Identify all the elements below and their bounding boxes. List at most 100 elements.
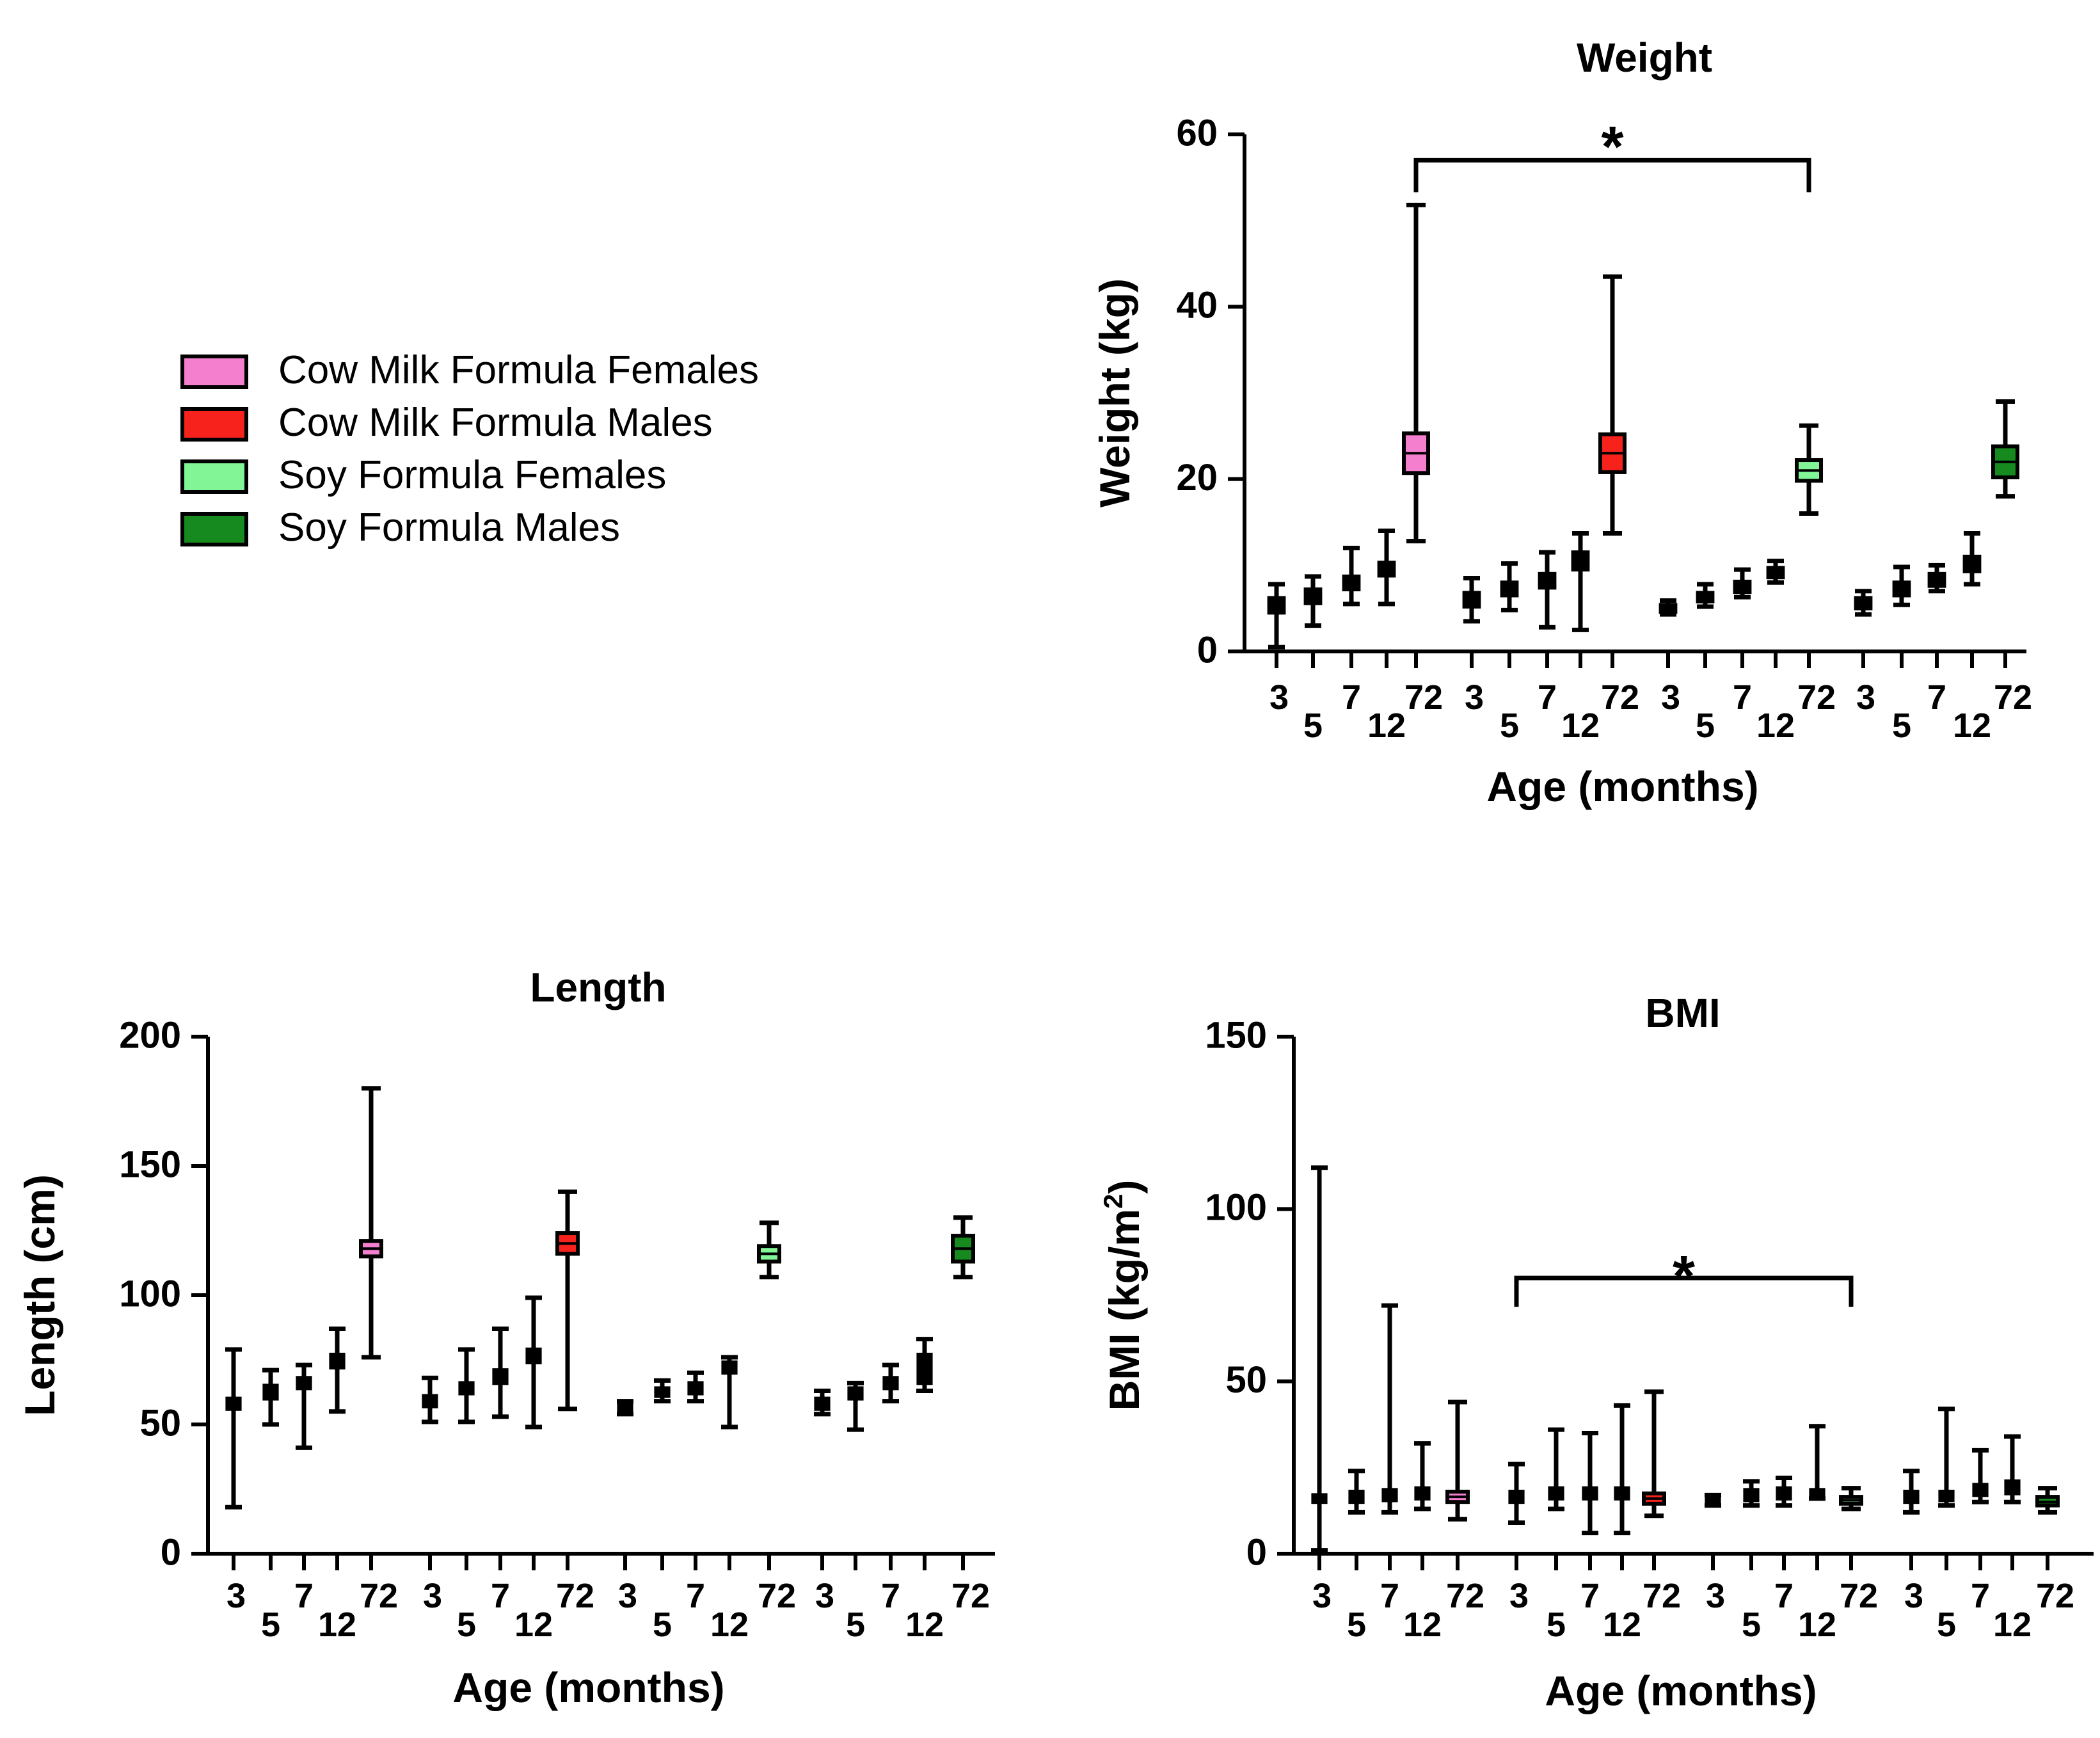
box-plot-soy-formula-males-12 [1962,531,1982,587]
x-tick-label: 72 [1994,678,2032,717]
box-plot-cow-milk-formula-females-12 [1377,528,1396,607]
x-tick-label: 5 [1892,706,1911,745]
y-tick-label: 100 [1205,1187,1267,1229]
y-axis-label-text: Length (cm) [16,1174,63,1416]
x-tick-label: 3 [1465,678,1484,717]
x-tick-label: 7 [1774,1577,1794,1615]
x-tick-label: 7 [881,1577,900,1615]
x-tick-label: 5 [1547,1606,1566,1644]
y-tick-label: 200 [119,1014,181,1056]
x-tick-label: 3 [1661,678,1680,717]
box-plot-cow-milk-formula-males-3 [1508,1462,1525,1526]
x-tick-label: 3 [1509,1577,1529,1615]
x-tick-label: 3 [1904,1577,1923,1615]
box-plot-soy-formula-females-5 [654,1378,671,1404]
x-tick-label: 72 [1840,1577,1878,1615]
y-axis-label-tail: ) [1101,1180,1148,1194]
box-plot-soy-formula-females-5 [1696,582,1715,609]
x-tick-label: 72 [951,1577,990,1615]
chart-title: Length [530,964,666,1010]
legend-item: Cow Milk Formula Males [180,401,713,445]
y-axis-label: Weight (kg) [1091,278,1138,507]
legend: Cow Milk Formula Females Cow Milk Formula… [180,348,759,550]
x-tick-label: 7 [1342,678,1361,717]
x-tick-label: 72 [1404,678,1443,717]
x-tick-label: 5 [1937,1606,1956,1644]
legend-swatch [180,407,248,442]
box-plot-soy-formula-males-5 [1938,1407,1955,1508]
box-plot-soy-formula-females-72 [1795,423,1823,516]
box-plot-soy-formula-males-3 [1903,1469,1920,1515]
x-tick-label: 5 [653,1606,672,1644]
box-plot-cow-milk-formula-females-5 [1348,1469,1365,1515]
y-tick-label: 20 [1176,457,1218,498]
x-tick-label: 12 [1953,706,1991,745]
box-plot-soy-formula-females-3 [617,1399,633,1417]
x-tick-label: 3 [423,1577,442,1615]
box-plot-soy-formula-females-12 [1766,559,1785,585]
x-tick-label: 12 [905,1606,944,1644]
y-axis-label-text: BMI (kg/m [1101,1209,1148,1410]
x-tick-label: 72 [758,1577,796,1615]
significance-marker: * [1673,1245,1695,1309]
x-tick-label: 3 [227,1577,246,1615]
y-axis-label: BMI (kg/m2) [1098,1180,1148,1411]
box [1267,596,1286,615]
box [262,1383,279,1401]
legend-label: Soy Formula Females [278,453,666,497]
box-plot-cow-milk-formula-males-72 [555,1189,580,1412]
box-plot-cow-milk-formula-males-3 [422,1375,438,1424]
x-axis-label: Age (months) [452,1664,724,1711]
box-plot-cow-milk-formula-males-7 [1538,550,1557,630]
x-axis-label: Age (months) [1545,1667,1817,1714]
x-tick-label: 12 [1993,1606,2032,1644]
box-plot-soy-formula-females-12 [721,1355,738,1430]
chart-title: BMI [1645,990,1720,1036]
y-tick-label: 60 [1176,112,1218,154]
box-plot-cow-milk-formula-females-3 [225,1347,242,1510]
significance-marker: * [1601,115,1623,179]
box-plot-cow-milk-formula-males-12 [1571,531,1590,632]
box-plot-cow-milk-formula-males-12 [525,1295,542,1430]
x-tick-label: 12 [1756,706,1795,745]
box-plot-soy-formula-males-5 [847,1380,864,1432]
box [525,1347,542,1365]
x-tick-label: 12 [318,1606,356,1644]
x-tick-label: 72 [360,1577,398,1615]
x-axis-label: Age (months) [1486,763,1758,810]
x-tick-label: 5 [1696,706,1715,745]
box-plot-cow-milk-formula-females-12 [329,1327,346,1414]
box-plot-soy-formula-females-72 [1839,1486,1863,1511]
x-tick-label: 3 [815,1577,834,1615]
box-plot-soy-formula-males-12 [916,1337,933,1393]
x-tick-label: 72 [1643,1577,1681,1615]
box-plot-cow-milk-formula-females-72 [1445,1399,1470,1522]
x-tick-label: 12 [1403,1606,1442,1644]
box-plot-cow-milk-formula-males-12 [1614,1403,1630,1536]
x-tick-label: 12 [514,1606,553,1644]
legend-swatch [180,512,248,546]
box-plot-soy-formula-females-12 [1809,1424,1826,1501]
y-tick-label: 0 [1197,629,1218,671]
x-tick-label: 72 [1446,1577,1484,1615]
box-plot-cow-milk-formula-males-5 [1548,1427,1564,1511]
box-plot-soy-formula-females-7 [687,1370,704,1404]
box-plot-soy-formula-males-3 [1854,589,1873,617]
x-tick-label: 5 [1347,1606,1366,1644]
box-plot-cow-milk-formula-females-72 [359,1086,383,1360]
x-tick-label: 7 [294,1577,314,1615]
legend-label: Cow Milk Formula Females [278,348,759,392]
x-tick-label: 5 [1742,1606,1761,1644]
x-tick-label: 7 [1380,1577,1399,1615]
box-plot-soy-formula-females-3 [1705,1492,1721,1508]
x-tick-label: 7 [491,1577,510,1615]
y-axis-label-superscript: 2 [1098,1194,1128,1209]
box-plot-cow-milk-formula-females-5 [262,1367,279,1427]
x-tick-label: 5 [846,1606,865,1644]
box-plot-cow-milk-formula-females-7 [296,1362,312,1450]
box-plot-cow-milk-formula-females-3 [1267,582,1286,650]
legend-swatch [180,459,248,494]
